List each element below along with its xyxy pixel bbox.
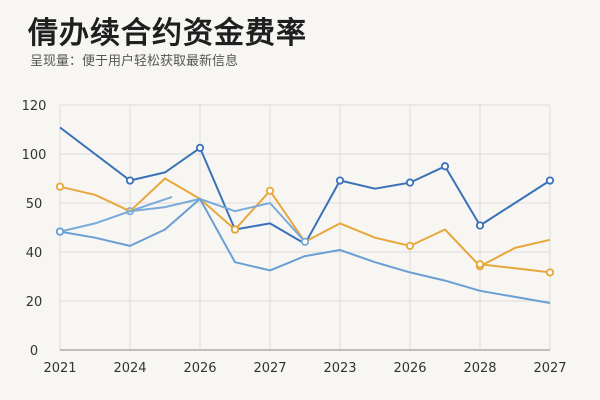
y-tick-label: 100 <box>22 148 47 163</box>
series-line <box>479 263 551 274</box>
series-line <box>59 197 306 243</box>
y-tick-label: 120 <box>22 99 47 114</box>
x-tick-label: 2027 <box>253 361 286 376</box>
data-point <box>335 176 345 185</box>
x-tick-label: 2028 <box>463 361 496 376</box>
x-tick-label: 2027 <box>533 361 566 376</box>
x-tick-label: 2026 <box>183 361 216 376</box>
data-point <box>300 237 310 246</box>
series-line <box>129 195 173 213</box>
data-point <box>265 186 275 195</box>
series-line <box>59 126 551 245</box>
axis-layer: 0 20 40 50 100 120 2021 2024 2026 2027 2023 2026 202… <box>22 99 567 376</box>
series-5 <box>55 197 551 304</box>
x-tick-label: 2024 <box>113 361 146 376</box>
y-tick-label: 40 <box>26 246 43 261</box>
series-line <box>59 177 551 268</box>
x-tick-label: 2021 <box>43 361 76 376</box>
y-tick-label: 0 <box>30 344 38 359</box>
data-point <box>55 182 65 191</box>
chart-subtitle: 呈现量：便于用户轻松获取最新信息 <box>30 54 239 69</box>
series-layer <box>55 126 555 304</box>
data-point <box>545 268 555 277</box>
data-point <box>230 225 240 234</box>
data-point <box>125 176 135 185</box>
data-point <box>475 260 485 269</box>
series-0 <box>59 126 555 245</box>
data-point <box>405 241 415 250</box>
data-point <box>55 227 65 236</box>
chart-title: 倩办续合约资金费率 <box>28 16 307 51</box>
data-point <box>195 143 205 152</box>
x-tick-label: 2026 <box>393 361 426 376</box>
data-point <box>440 162 450 171</box>
data-point <box>475 221 485 230</box>
data-point <box>405 178 415 187</box>
x-tick-label: 2023 <box>323 361 356 376</box>
series-line <box>59 197 551 304</box>
data-point <box>545 176 555 185</box>
y-tick-label: 20 <box>26 295 43 310</box>
series-3 <box>475 260 555 277</box>
y-tick-label: 50 <box>26 197 43 212</box>
